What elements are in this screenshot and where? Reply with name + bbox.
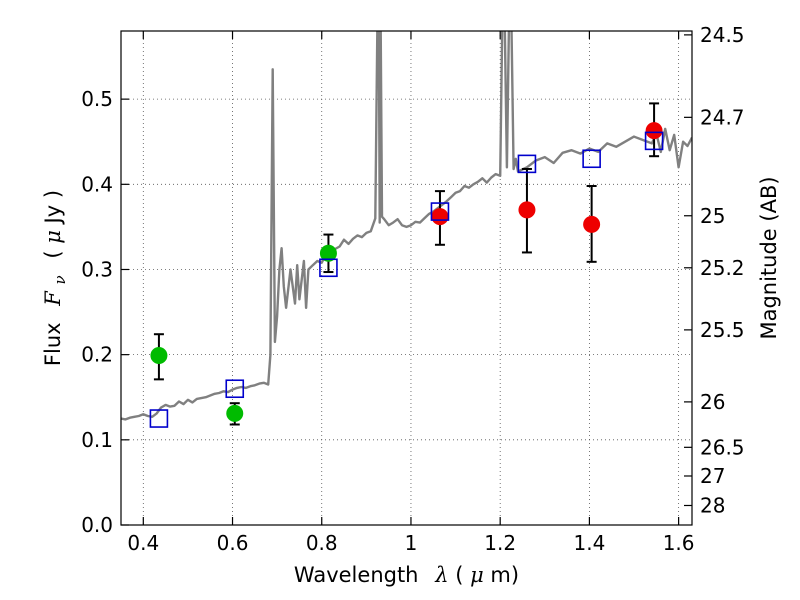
- data-points-layer: [149, 102, 664, 428]
- x-tick-label-4: 1.2: [484, 531, 516, 555]
- data-point-0-0: [150, 347, 168, 365]
- y2-tick-label-8: 28: [700, 493, 725, 517]
- y-tick-label-2: 0.2: [81, 343, 113, 367]
- y2-tick-label-0: 24.5: [700, 23, 745, 47]
- y-axis-title-unit-mu: μ: [41, 230, 65, 244]
- y-tick-label-1: 0.1: [81, 428, 113, 452]
- y-tick-label-0: 0.0: [81, 513, 113, 537]
- plot-frame: [120, 30, 693, 526]
- x-tick-label-3: 1: [405, 531, 418, 555]
- y-tick-label-5: 0.5: [81, 87, 113, 111]
- x-tick-label-2: 0.8: [306, 531, 338, 555]
- y2-tick-label-7: 27: [700, 464, 725, 488]
- y2-tick-label-1: 24.7: [700, 105, 745, 129]
- x-tick-label-6: 1.6: [663, 531, 695, 555]
- x-axis-title-unit-close: m): [490, 563, 519, 587]
- x-axis-title-unit-open: (: [455, 563, 463, 587]
- data-point-1-3: [645, 122, 663, 140]
- secondary-y-axis-title: Magnitude (AB): [757, 176, 781, 339]
- x-axis-title-unit-mu: μ: [470, 563, 484, 587]
- model-square-1: [225, 379, 245, 399]
- grid: [121, 31, 692, 526]
- y-tick-label-3: 0.3: [81, 257, 113, 281]
- data-point-0-2: [319, 244, 337, 262]
- x-axis-title: Wavelength λ ( μ m): [294, 563, 519, 587]
- data-point-1-0: [431, 208, 449, 226]
- x-tick-label-0: 0.4: [127, 531, 159, 555]
- model-square-5: [582, 149, 601, 169]
- model-spectrum-layer: [121, 31, 692, 421]
- y-axis-title: Flux F ν ( μ Jy ): [41, 190, 70, 366]
- x-tick-label-1: 0.6: [217, 531, 249, 555]
- model-spectrum-line: [121, 31, 692, 421]
- x-axis-title-prefix: Wavelength: [294, 563, 419, 587]
- y-axis-title-prefix: Flux: [41, 322, 65, 366]
- y2-tick-label-6: 26.5: [700, 435, 745, 459]
- data-point-0-1: [226, 404, 244, 422]
- axis-ticks: 0.4 0.6 0.8 1 1.2 1.4 1.6 0.0 0.1 0.2 0.3 0.4 0.5 24.…: [81, 23, 744, 555]
- y-axis-title-subscript: ν: [51, 275, 69, 284]
- y2-tick-label-5: 26: [700, 390, 725, 414]
- x-tick-label-5: 1.4: [573, 531, 605, 555]
- x-axis-title-symbol: λ: [434, 563, 448, 587]
- data-point-1-2: [583, 215, 601, 233]
- model-square-4: [517, 154, 537, 174]
- y-axis-title-unit-close: Jy ): [41, 190, 65, 226]
- y2-tick-label-3: 25.2: [700, 256, 745, 280]
- model-square-2: [319, 258, 338, 278]
- y-tick-label-4: 0.4: [81, 172, 113, 196]
- y-axis-title-symbol: F: [41, 290, 65, 307]
- y2-tick-label-2: 25: [700, 204, 725, 228]
- data-point-1-1: [518, 201, 536, 219]
- model-square-0: [149, 409, 169, 428]
- y2-tick-label-4: 25.5: [700, 318, 745, 342]
- model-square-6: [644, 131, 664, 151]
- model-square-3: [430, 202, 450, 221]
- y-axis-title-unit-open: (: [41, 244, 65, 259]
